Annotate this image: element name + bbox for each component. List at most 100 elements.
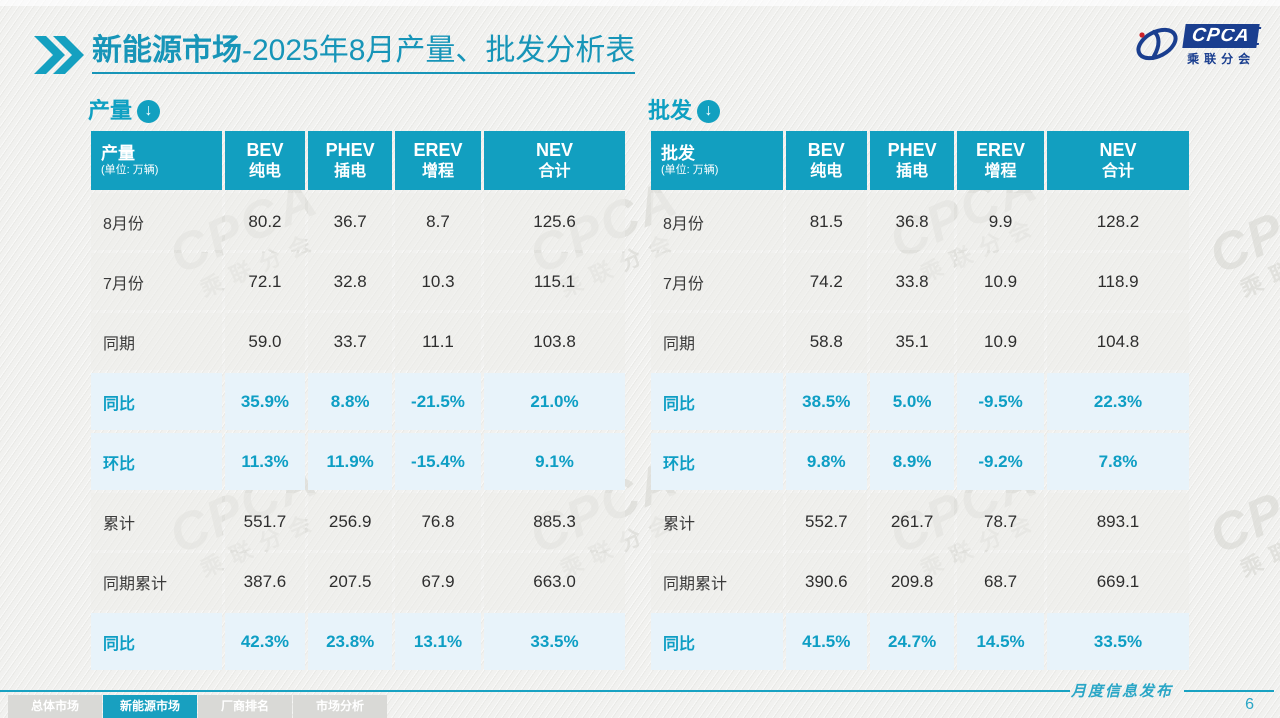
tab-新能源市场[interactable]: 新能源市场 [103,695,197,718]
row-label: 累计 [91,493,222,550]
cell-value: 118.9 [1046,253,1189,310]
wholesale-section: 批发 ↓ 批发 (单位: 万辆) BEV 纯电 PHEV 插电 EREV 增程 NEV 合计 … [648,96,1192,673]
row-label: 环比 [91,433,222,490]
cell-value: 8.8% [308,373,392,430]
table-row: 同比 41.5% 24.7% 14.5% 33.5% [651,613,1189,670]
table-row: 同期累计 387.6 207.5 67.9 663.0 [91,553,625,610]
cpca-logo-text: CPCA 乘联分会 [1182,24,1260,67]
row-label: 环比 [651,433,783,490]
cell-value: 58.8 [785,313,868,370]
cell-value: 5.0% [870,373,955,430]
production-section: 产量 ↓ 产量 (单位: 万辆) BEV 纯电 PHEV 插电 EREV 增程 NEV 合计 … [88,96,628,673]
cell-value: 885.3 [484,493,625,550]
cell-value: 68.7 [957,553,1044,610]
table-row: 累计 552.7 261.7 78.7 893.1 [651,493,1189,550]
cell-value: 24.7% [870,613,955,670]
wholesale-section-header: 批发 ↓ [648,96,1192,126]
page-title-emphasis: 新能源市场 [92,34,242,67]
cell-value: 9.8% [785,433,868,490]
column-header-nev: NEV 合计 [1046,131,1189,190]
cpca-subtext: 乘联分会 [1187,52,1256,66]
tab-市场分析[interactable]: 市场分析 [293,695,387,718]
cell-value: 9.1% [484,433,625,490]
table-row: 累计 551.7 256.9 76.8 885.3 [91,493,625,550]
cell-value: 104.8 [1046,313,1189,370]
cell-value: 21.0% [484,373,625,430]
wholesale-table: 批发 (单位: 万辆) BEV 纯电 PHEV 插电 EREV 增程 NEV 合计 8月份 81… [648,128,1192,673]
cell-value: 128.2 [1046,193,1189,250]
production-table: 产量 (单位: 万辆) BEV 纯电 PHEV 插电 EREV 增程 NEV 合计 8月份 80… [88,128,628,673]
cell-value: 33.8 [870,253,955,310]
cell-value: 261.7 [870,493,955,550]
cell-value: 125.6 [484,193,625,250]
table-row: 同期累计 390.6 209.8 68.7 669.1 [651,553,1189,610]
cell-value: 36.7 [308,193,392,250]
cell-value: 103.8 [484,313,625,370]
publication-label: 月度信息发布 [1070,682,1173,700]
table-row: 同期 58.8 35.1 10.9 104.8 [651,313,1189,370]
down-arrow-icon: ↓ [137,99,161,123]
cell-value: -9.2% [957,433,1044,490]
double-chevron-icon [34,36,84,74]
production-section-header: 产量 ↓ [88,96,628,126]
column-header-erev: EREV 增程 [394,131,482,190]
cell-value: 33.7 [308,313,392,370]
wholesale-header-row: 批发 (单位: 万辆) BEV 纯电 PHEV 插电 EREV 增程 NEV 合计 [651,131,1189,190]
wholesale-section-title: 批发 [648,98,693,123]
row-label: 同比 [651,613,783,670]
cell-value: 42.3% [224,613,306,670]
table-row: 7月份 74.2 33.8 10.9 118.9 [651,253,1189,310]
table-row: 8月份 81.5 36.8 9.9 128.2 [651,193,1189,250]
table-row: 8月份 80.2 36.7 8.7 125.6 [91,193,625,250]
cell-value: 38.5% [785,373,868,430]
row-label: 同期累计 [91,553,222,610]
cell-value: 551.7 [224,493,306,550]
corner-header-label: 批发 [661,144,695,164]
cell-value: 11.9% [308,433,392,490]
cell-value: 33.5% [484,613,625,670]
cell-value: 11.1 [394,313,482,370]
cell-value: 78.7 [957,493,1044,550]
cpca-logo: CPCA 乘联分会 [1134,24,1260,68]
corner-header-label: 产量 [101,144,135,164]
row-label: 8月份 [651,193,783,250]
cell-value: 35.1 [870,313,955,370]
column-header-bev: BEV 纯电 [224,131,306,190]
footer-tab-bar: 总体市场 新能源市场 厂商排名 市场分析 [8,695,387,718]
page-number: 6 [1245,696,1254,713]
cell-value: 72.1 [224,253,306,310]
row-label: 7月份 [651,253,783,310]
cell-value: 10.3 [394,253,482,310]
row-label: 8月份 [91,193,222,250]
cell-value: 22.3% [1046,373,1189,430]
cell-value: 36.8 [870,193,955,250]
page-title: 新能源市场-2025年8月产量、批发分析表 [92,33,636,74]
row-label: 同比 [651,373,783,430]
cell-value: 32.8 [308,253,392,310]
row-label: 同比 [91,373,222,430]
cell-value: 13.1% [394,613,482,670]
cell-value: 256.9 [308,493,392,550]
cell-value: -9.5% [957,373,1044,430]
cell-value: 76.8 [394,493,482,550]
cell-value: 81.5 [785,193,868,250]
page-title-rest: -2025年8月产量、批发分析表 [242,34,636,67]
table-row: 环比 9.8% 8.9% -9.2% 7.8% [651,433,1189,490]
table-row: 7月份 72.1 32.8 10.3 115.1 [91,253,625,310]
table-row: 同比 38.5% 5.0% -9.5% 22.3% [651,373,1189,430]
tab-厂商排名[interactable]: 厂商排名 [198,695,292,718]
down-arrow-icon: ↓ [697,99,721,123]
footer-divider-line [1184,690,1274,692]
tab-总体市场[interactable]: 总体市场 [8,695,102,718]
cell-value: 59.0 [224,313,306,370]
cell-value: 35.9% [224,373,306,430]
row-label: 同期 [651,313,783,370]
cell-value: -15.4% [394,433,482,490]
cell-value: 207.5 [308,553,392,610]
cell-value: 893.1 [1046,493,1189,550]
column-header-phev: PHEV 插电 [870,131,955,190]
row-label: 累计 [651,493,783,550]
cell-value: 115.1 [484,253,625,310]
column-header-phev: PHEV 插电 [308,131,392,190]
cell-value: 41.5% [785,613,868,670]
